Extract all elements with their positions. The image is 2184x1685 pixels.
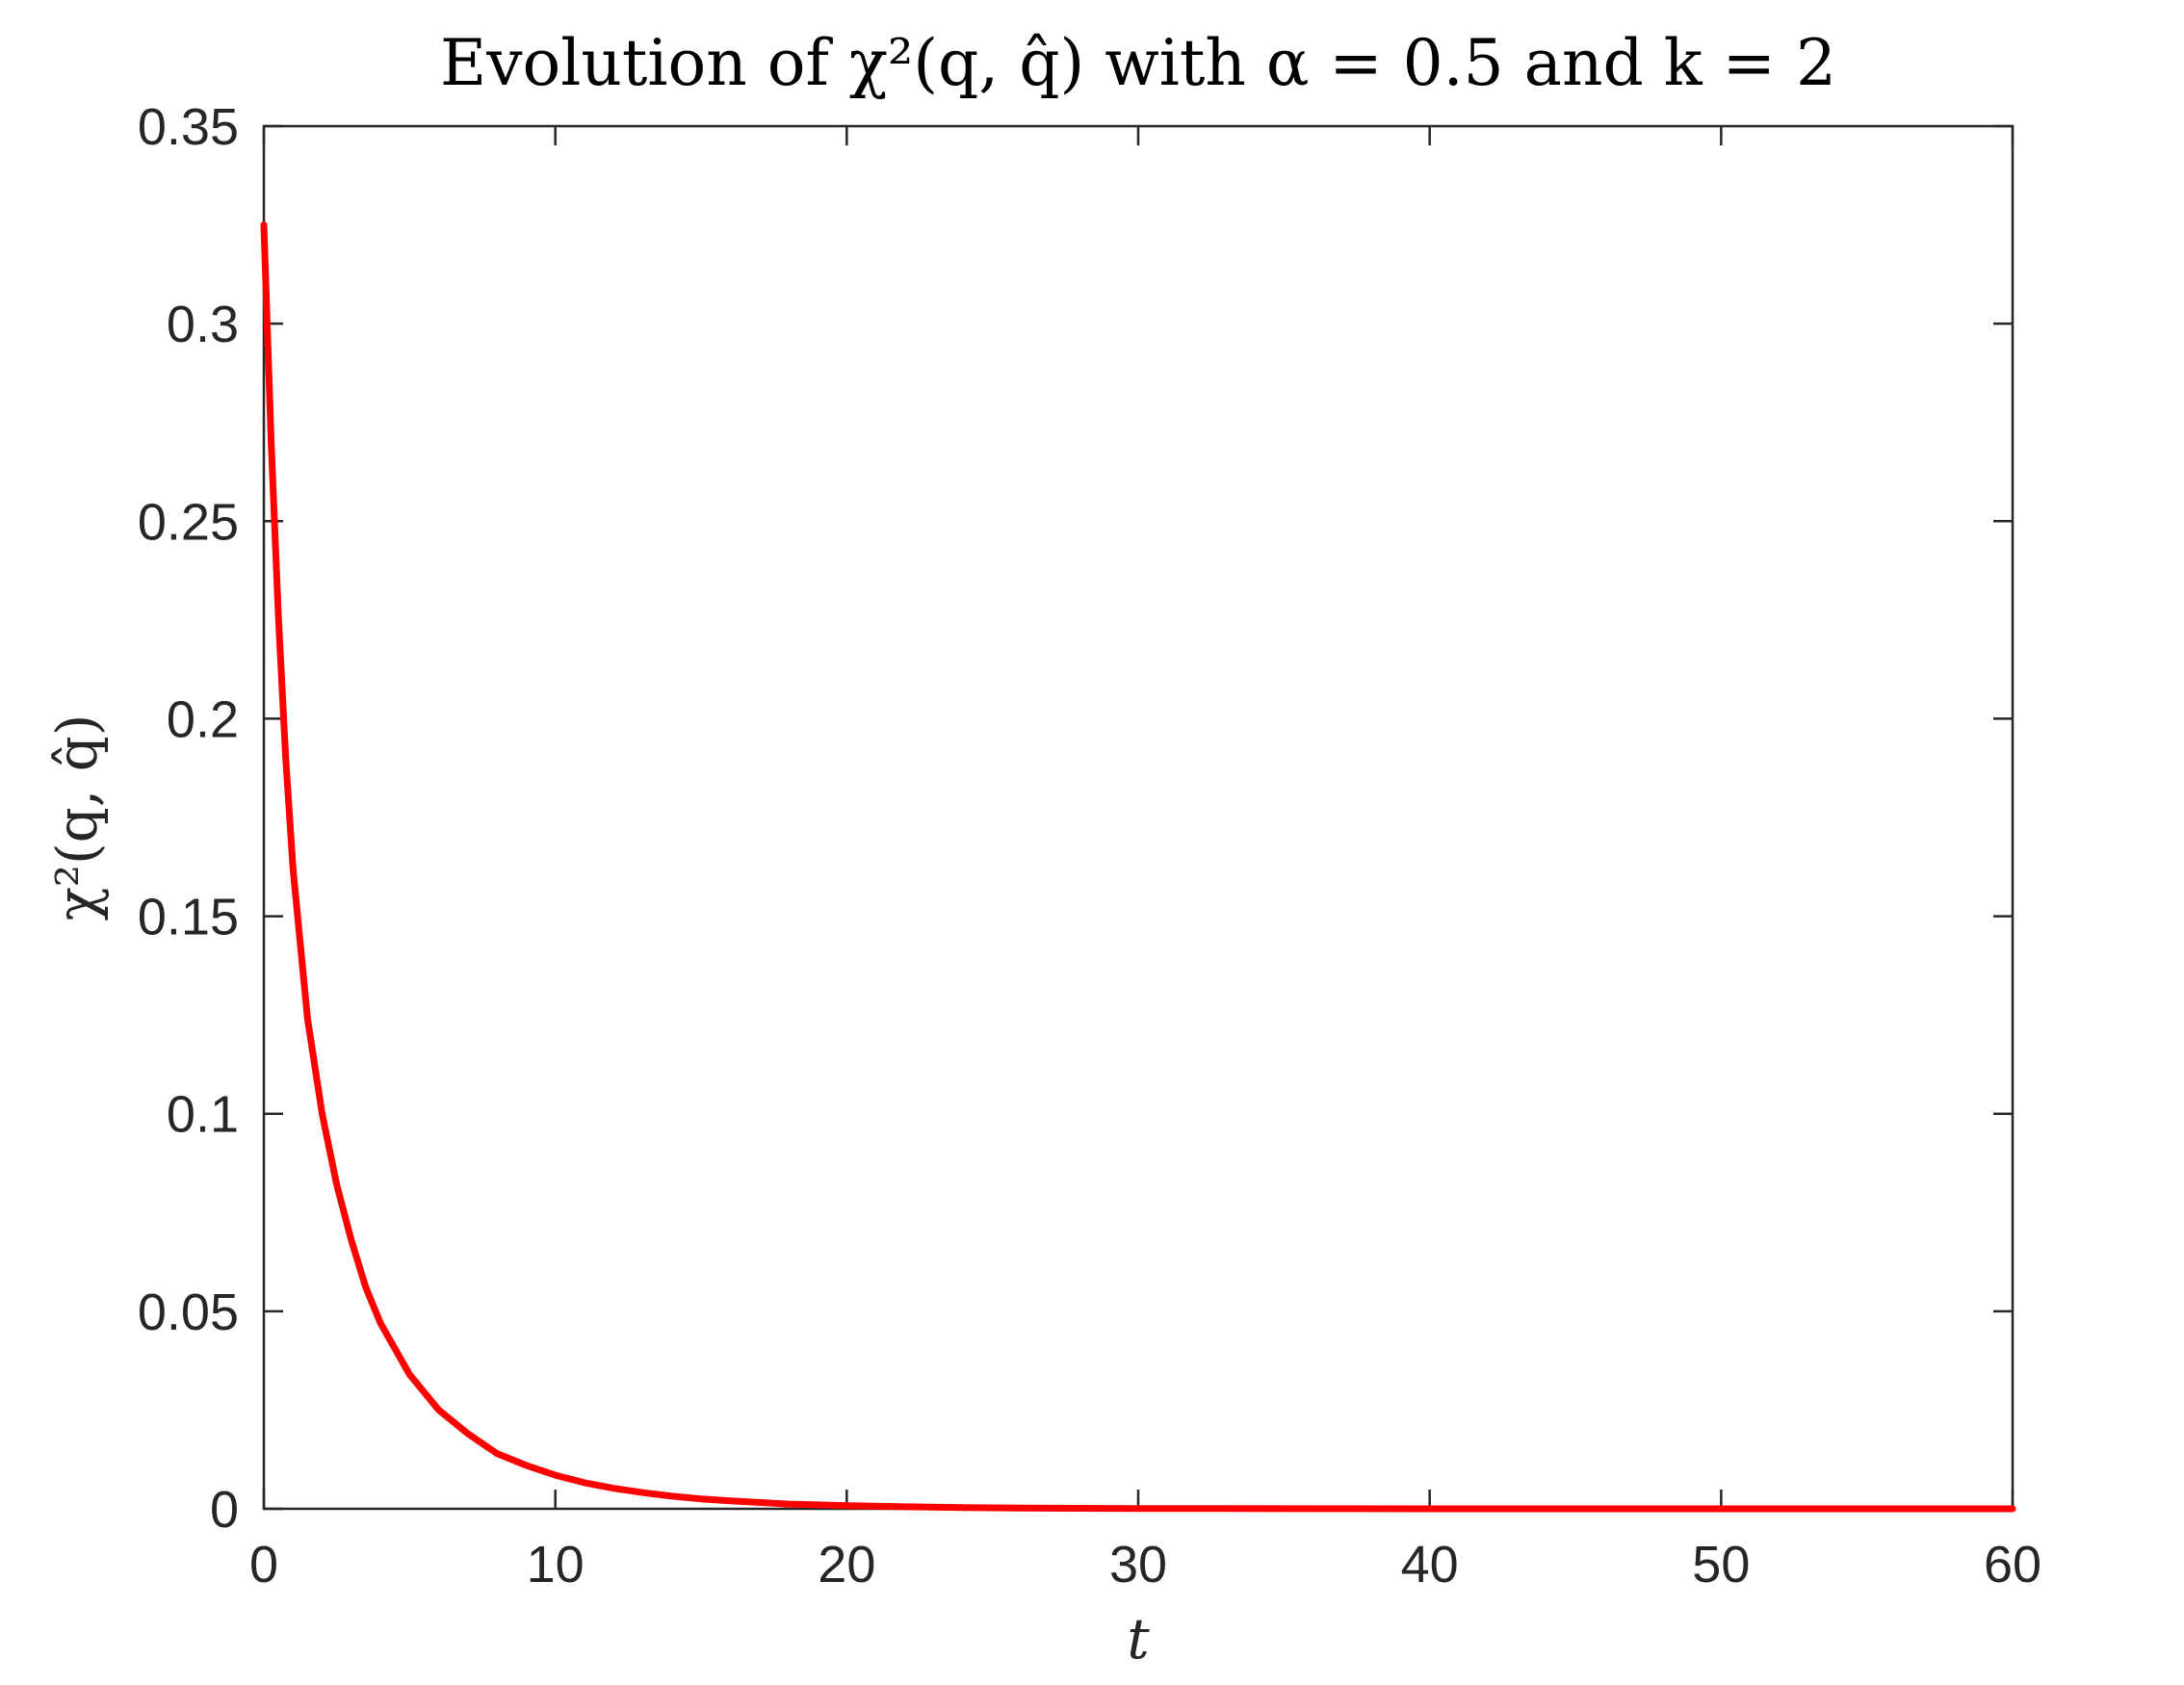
y-tick-label: 0.3: [167, 296, 239, 353]
y-tick-label: 0.35: [138, 98, 239, 156]
y-axis-label: χ²(q, q̂): [44, 714, 110, 921]
x-tick-label: 60: [1984, 1536, 2041, 1594]
x-tick-label: 10: [527, 1536, 585, 1594]
y-tick-label: 0.1: [167, 1086, 239, 1144]
y-tick-label: 0.2: [167, 690, 239, 748]
chart-title: Evolution of χ²(q, q̂) with α = 0.5 and …: [440, 26, 1836, 100]
x-axis-label: t: [1127, 1606, 1150, 1672]
x-tick-label: 50: [1692, 1536, 1750, 1594]
x-tick-label: 20: [818, 1536, 875, 1594]
y-tick-label: 0.05: [138, 1283, 239, 1341]
x-tick-label: 40: [1401, 1536, 1459, 1594]
y-axis-ticks: 0 0.05 0.1 0.15 0.2 0.25 0.3 0.35: [138, 98, 2013, 1539]
y-tick-label: 0: [210, 1481, 239, 1539]
y-tick-label: 0.15: [138, 889, 239, 946]
y-tick-label: 0.25: [138, 493, 239, 551]
series-layer: [260, 221, 2016, 1513]
x-axis-ticks: 0 10 20 30 40 50 60: [249, 126, 2041, 1594]
series-line: [260, 221, 2016, 1513]
x-tick-label: 30: [1109, 1536, 1167, 1594]
x-tick-label: 0: [249, 1536, 278, 1594]
